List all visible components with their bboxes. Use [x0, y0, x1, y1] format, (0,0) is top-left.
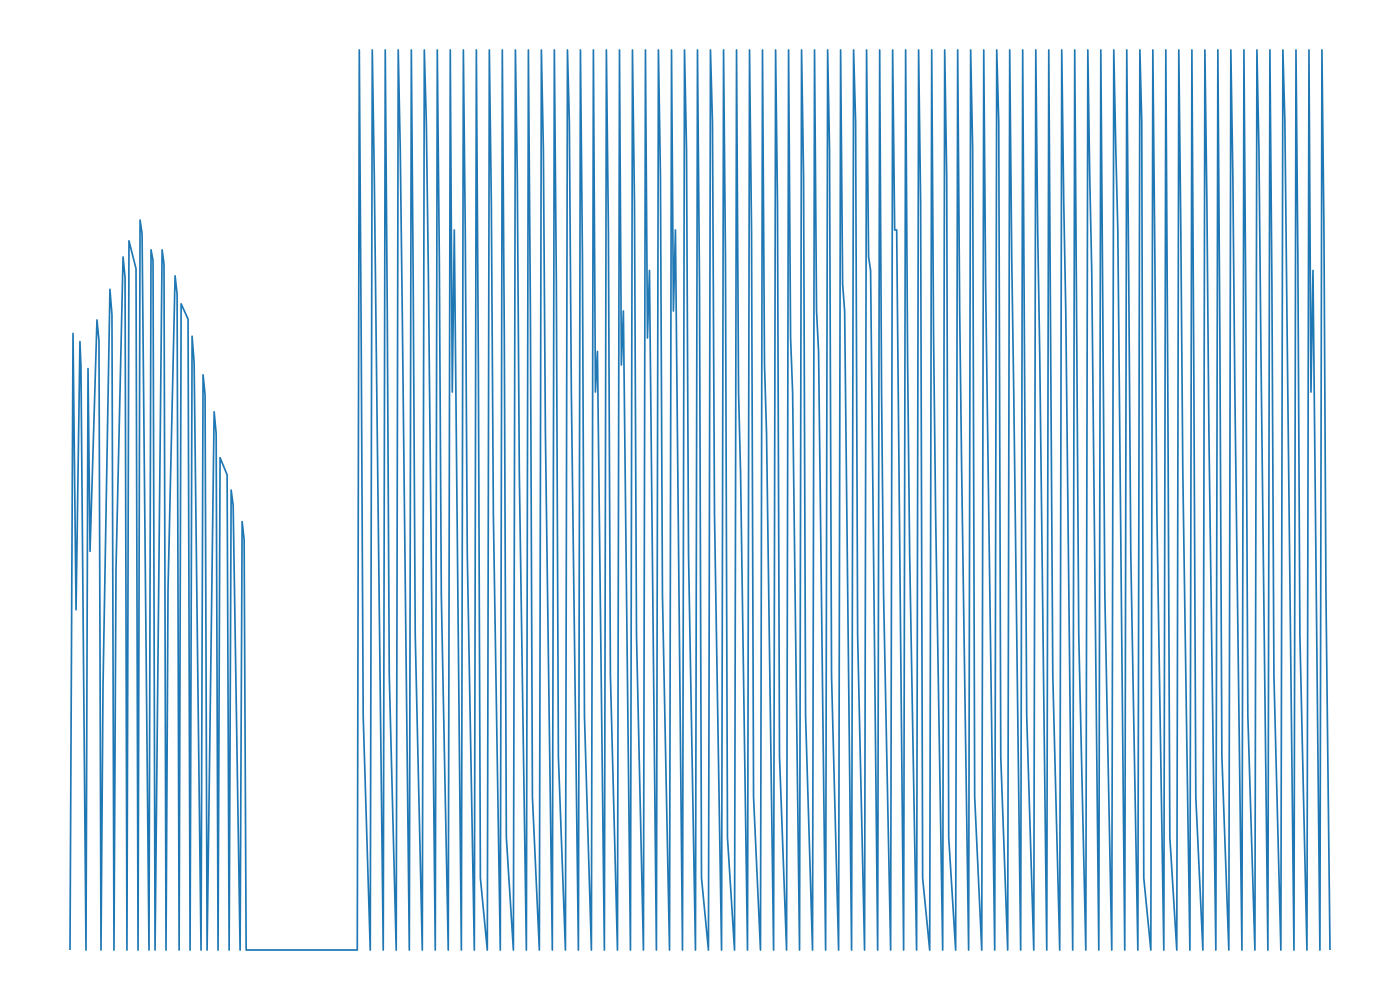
series-line-1	[69, 49, 1331, 951]
plot-area	[69, 49, 1331, 951]
